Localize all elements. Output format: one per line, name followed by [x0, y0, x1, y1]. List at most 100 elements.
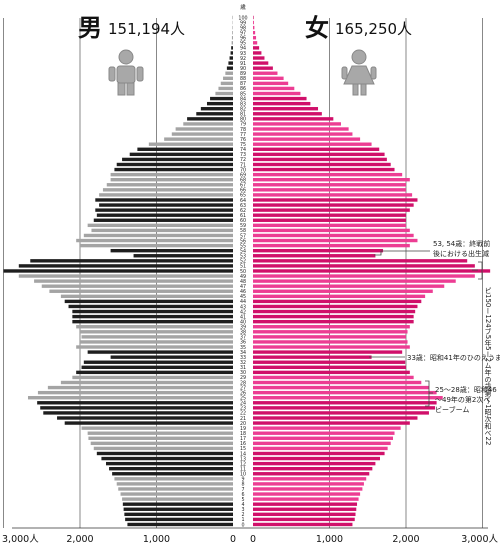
- female-bar: [253, 492, 361, 496]
- female-bar: [253, 66, 273, 70]
- male-bar: [96, 451, 233, 456]
- male-bar: [118, 487, 233, 491]
- age-label: 18: [240, 431, 246, 437]
- female-bar: [253, 456, 380, 461]
- male-bar: [72, 319, 233, 324]
- male-bar: [110, 172, 233, 177]
- female-bar: [253, 254, 376, 258]
- male-bar: [99, 203, 233, 207]
- age-label: 68: [240, 178, 246, 184]
- female-bar: [253, 117, 334, 121]
- age-label: 63: [240, 203, 246, 209]
- age-label: 4: [241, 502, 244, 508]
- male-label: 男: [78, 14, 102, 42]
- age-label: 51: [240, 264, 246, 270]
- male-bar: [129, 152, 233, 157]
- male-bar: [112, 472, 233, 476]
- female-bar: [253, 162, 391, 167]
- female-bar: [253, 314, 414, 319]
- male-bar: [90, 441, 234, 446]
- female-bar: [253, 294, 426, 299]
- male-bar: [133, 254, 233, 258]
- male-bar: [122, 502, 233, 506]
- age-label: 56: [240, 238, 246, 244]
- age-label: 8: [241, 482, 244, 488]
- female-bar: [253, 208, 410, 212]
- age-label: 21: [240, 416, 246, 422]
- x-tick-label: 2,000: [66, 534, 93, 545]
- male-bar: [110, 355, 233, 359]
- male-bar: [64, 299, 233, 304]
- age-label: 9: [241, 477, 244, 483]
- male-bar: [76, 370, 233, 375]
- age-label: 45: [240, 294, 246, 300]
- female-bar: [253, 107, 319, 111]
- female-total: 165,250人: [335, 20, 412, 38]
- male-bar: [215, 91, 233, 96]
- age-label: 67: [240, 183, 246, 189]
- female-bar: [253, 86, 295, 91]
- male-bar: [76, 238, 233, 243]
- female-bar: [253, 340, 408, 344]
- female-bar: [253, 482, 364, 486]
- x-tick-label: 0: [250, 534, 256, 545]
- age-label: 66: [240, 188, 246, 194]
- male-total: 151,194人: [108, 20, 185, 38]
- male-bar: [72, 375, 233, 380]
- female-bar: [253, 81, 289, 86]
- female-bar: [253, 431, 395, 435]
- female-bar: [253, 396, 443, 400]
- female-bar: [253, 213, 406, 217]
- female-bar: [253, 198, 418, 202]
- svg-text:ビーブーム: ビーブーム: [435, 405, 469, 414]
- age-label: 60: [240, 218, 246, 224]
- gridlines: [3, 18, 488, 529]
- male-bar: [187, 117, 233, 121]
- female-bar: [253, 96, 307, 101]
- female-bar: [253, 309, 416, 314]
- svg-text:53, 54歳：終戦前: 53, 54歳：終戦前: [433, 239, 490, 248]
- age-label: 10: [240, 472, 246, 478]
- age-label: 50: [240, 269, 246, 275]
- female-bar: [253, 375, 414, 380]
- male-bar: [95, 208, 233, 212]
- female-bar: [253, 238, 418, 243]
- age-label: 78: [240, 127, 246, 133]
- age-labels: 0123456789101112131415161718192021222324…: [238, 3, 247, 528]
- male-bar: [220, 81, 233, 86]
- age-label: 29: [240, 375, 246, 381]
- annotation-first-baby-boom: ピ150ー124ブ5年5ー2ム年の歳第〜1昭次和べ22: [472, 261, 492, 445]
- age-label: 14: [240, 451, 246, 457]
- male-bar: [148, 142, 233, 146]
- age-label: 55: [240, 243, 246, 249]
- female-bar: [253, 385, 429, 390]
- age-label: 30: [240, 370, 246, 376]
- female-bar: [253, 441, 391, 446]
- female-bar: [253, 350, 403, 354]
- age-label: 54: [240, 248, 246, 254]
- annotation-postwar-birth-decline: 53, 54歳：終戦前 後における出生減: [374, 239, 490, 258]
- male-bar: [72, 309, 233, 314]
- female-bar: [253, 36, 257, 40]
- age-label: 75: [240, 142, 246, 148]
- age-label: 93: [240, 51, 246, 57]
- male-bar: [231, 41, 233, 45]
- female-bar: [253, 360, 406, 364]
- male-bar: [87, 350, 234, 354]
- female-bar: [253, 436, 393, 440]
- female-bar: [253, 330, 408, 334]
- age-label: 80: [240, 117, 246, 123]
- age-label: 53: [240, 254, 246, 260]
- age-label: 61: [240, 213, 246, 219]
- age-label: 2: [241, 512, 244, 518]
- male-bar: [41, 284, 233, 288]
- male-bar: [231, 36, 233, 40]
- female-bar: [253, 137, 361, 141]
- x-tick-label: 1,000: [316, 534, 343, 545]
- x-tick-label: 1,000: [143, 534, 170, 545]
- age-label: 99: [240, 20, 246, 26]
- age-label: 86: [240, 86, 246, 92]
- age-label: 47: [240, 284, 246, 290]
- male-bar: [196, 112, 233, 116]
